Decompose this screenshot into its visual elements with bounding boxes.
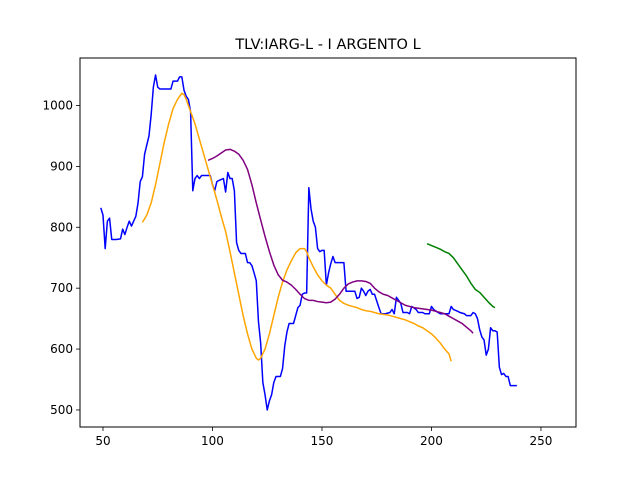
y-tick-label: 500 [50, 403, 73, 417]
y-tick-label: 700 [50, 281, 73, 295]
y-tick-label: 800 [50, 220, 73, 234]
x-tick-label: 250 [530, 434, 553, 448]
y-axis: 500 600 700 800 900 1000 [42, 98, 80, 417]
series-line-3 [207, 148, 474, 334]
x-tick-label: 50 [95, 434, 110, 448]
x-tick-label: 200 [420, 434, 443, 448]
series-layer [100, 74, 517, 411]
series-line-1 [100, 74, 517, 411]
series-line-2 [141, 92, 452, 362]
x-tick-label: 150 [311, 434, 334, 448]
x-tick-label: 100 [201, 434, 224, 448]
y-tick-label: 900 [50, 159, 73, 173]
chart-title: TLV:IARG-L - I ARGENTO L [234, 37, 420, 53]
plot-frame [79, 57, 577, 428]
y-tick-label: 600 [50, 342, 73, 356]
y-tick-label: 1000 [42, 98, 73, 112]
series-line-4 [426, 243, 496, 309]
x-axis: 50 100 150 200 250 [95, 427, 552, 448]
